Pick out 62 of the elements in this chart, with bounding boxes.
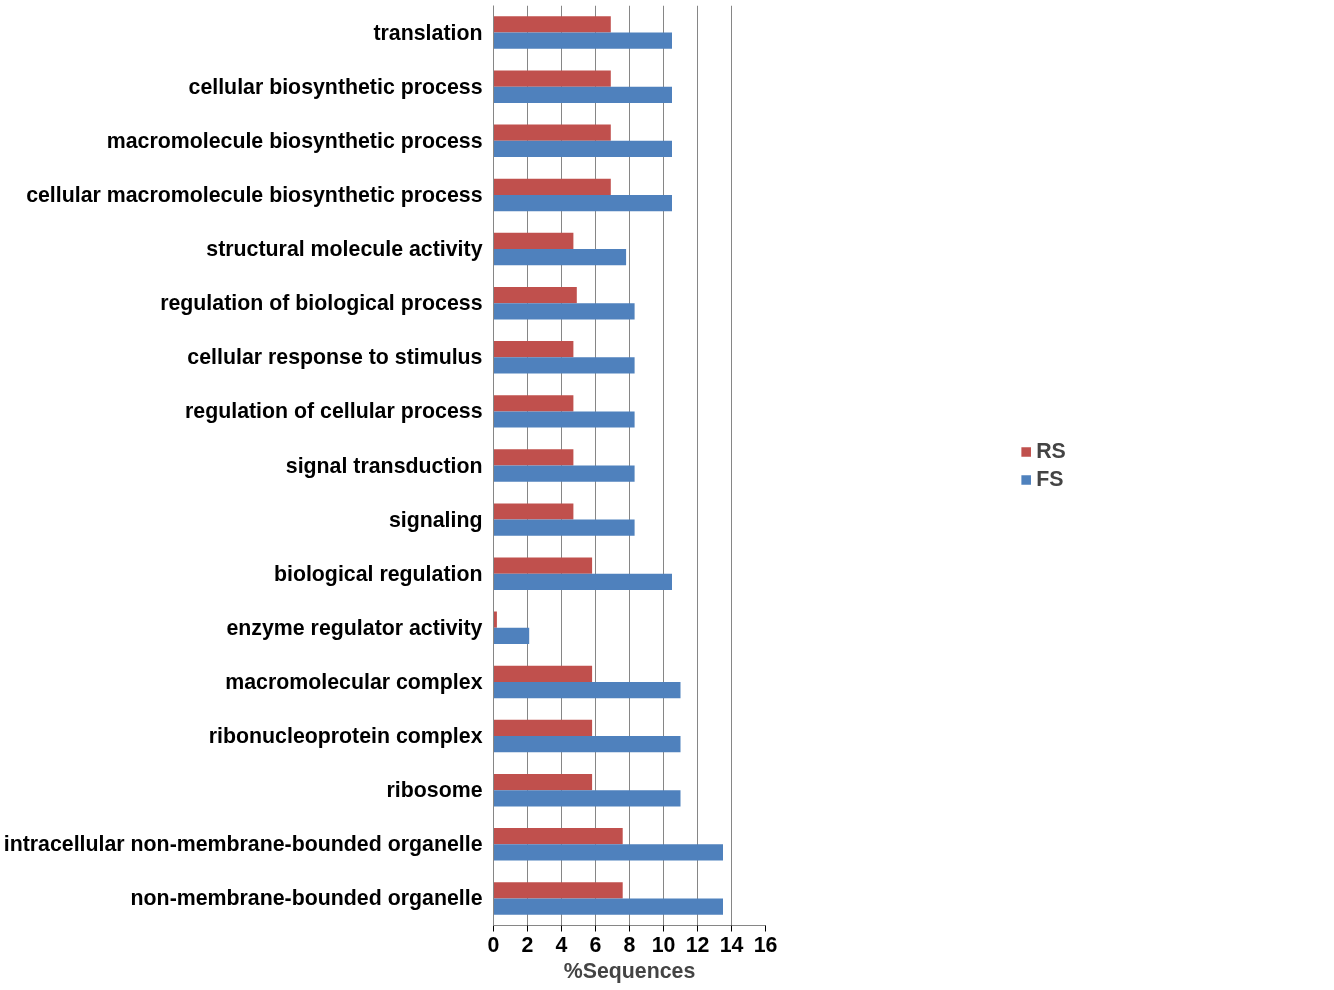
bar — [493, 828, 623, 845]
y-tick-label: non-membrane-bounded organelle — [130, 886, 483, 911]
y-tick-label: ribonucleoprotein complex — [208, 724, 483, 749]
bar — [493, 898, 723, 915]
bar — [493, 465, 635, 482]
legend-label: RS — [1036, 438, 1066, 464]
legend-label: FS — [1036, 466, 1064, 492]
y-tick-label: macromolecular complex — [225, 669, 483, 694]
x-tick-label: 0 — [487, 932, 500, 957]
y-tick-label: structural molecule activity — [206, 237, 483, 262]
bar — [493, 341, 574, 358]
bar — [493, 627, 530, 645]
bar — [493, 86, 672, 103]
x-tick-label: 6 — [589, 932, 602, 957]
bar — [493, 736, 681, 753]
y-tick-label: ribosome — [386, 778, 483, 803]
bar — [493, 519, 635, 536]
y-tick-label: cellular macromolecule biosynthetic process — [26, 182, 483, 207]
bar — [493, 790, 681, 807]
y-tick-label: regulation of biological process — [160, 291, 483, 316]
y-tick-label: cellular biosynthetic process — [188, 74, 483, 99]
bar — [493, 681, 681, 699]
bar — [493, 503, 574, 520]
bar — [493, 357, 635, 374]
bar — [493, 32, 672, 49]
bar — [493, 178, 611, 195]
bar — [493, 719, 593, 737]
bar — [493, 194, 672, 212]
y-tick-label: macromolecule biosynthetic process — [106, 128, 483, 153]
bar — [493, 124, 611, 141]
bar — [493, 411, 635, 428]
x-tick-label: 4 — [555, 932, 568, 957]
bar — [493, 773, 593, 791]
x-tick-label: 16 — [753, 932, 778, 957]
bar — [493, 70, 611, 87]
bar — [493, 303, 635, 320]
y-tick-label: signal transduction — [285, 453, 483, 478]
bar — [493, 16, 611, 33]
y-tick-label: translation — [373, 20, 483, 45]
y-tick-label: intracellular non-membrane-bounded organelle — [3, 832, 483, 857]
bar — [493, 844, 723, 861]
x-tick-label: 2 — [521, 932, 534, 957]
y-tick-label: regulation of cellular process — [185, 399, 483, 424]
x-tick-label: 8 — [623, 932, 636, 957]
x-tick-label: 10 — [651, 932, 676, 957]
bar — [493, 286, 577, 304]
x-tick-label: 12 — [685, 932, 710, 957]
x-axis-title: %Sequences — [563, 958, 696, 983]
y-tick-label: biological regulation — [273, 561, 483, 586]
y-tick-label: enzyme regulator activity — [226, 615, 483, 640]
bar — [493, 882, 623, 899]
bar — [493, 665, 593, 682]
bar — [493, 449, 574, 466]
x-tick-label: 14 — [719, 932, 744, 957]
bar — [493, 573, 672, 590]
bar — [493, 140, 672, 158]
y-tick-label: cellular response to stimulus — [187, 345, 483, 370]
bar — [493, 395, 574, 412]
y-tick-label: signaling — [388, 507, 483, 532]
bar — [493, 249, 627, 266]
bar — [493, 232, 574, 250]
bar — [493, 557, 593, 574]
